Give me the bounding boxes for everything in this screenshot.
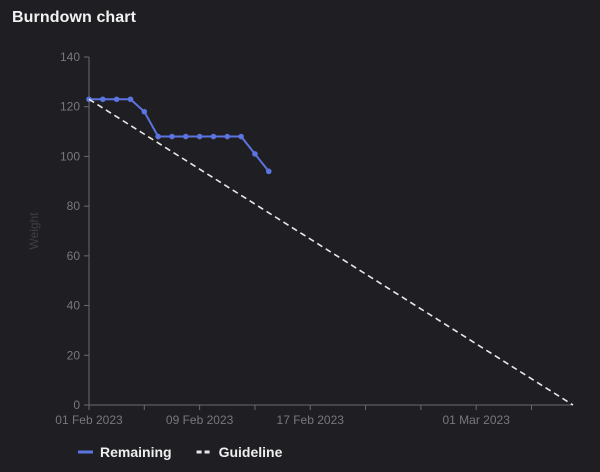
y-tick-label: 40 [67,299,81,313]
x-tick-label: 01 Mar 2023 [443,413,511,427]
legend-item-guideline: Guideline [196,444,283,460]
legend-item-remaining: Remaining [78,444,172,460]
x-tick-label: 17 Feb 2023 [277,413,345,427]
guideline-line [88,98,574,406]
x-tick-label: 01 Feb 2023 [55,413,123,427]
remaining-point [238,133,244,140]
remaining-point [169,133,175,140]
chart-title: Burndown chart [12,9,137,26]
y-tick-label: 60 [67,249,81,263]
remaining-point [210,133,217,140]
remaining-point [224,133,231,140]
remaining-point [252,151,258,157]
chart-plot-area [86,96,574,406]
remaining-point [265,168,272,175]
y-tick-label: 100 [60,149,80,163]
remaining-point [141,108,148,115]
remaining-point [155,133,161,140]
remaining-point [183,133,189,140]
chart-axes: 0 20 40 60 80 100 120 140 Weight 01 Feb 2023 09 Fe… [27,50,573,427]
legend-label-guideline: Guideline [219,444,283,460]
remaining-point [100,96,106,103]
y-tick-label: 20 [67,348,81,362]
remaining-point [196,133,203,140]
y-tick-label: 140 [60,50,80,64]
y-axis-title: Weight [27,212,41,250]
chart-legend: Remaining Guideline [78,444,283,460]
remaining-point [113,96,120,103]
y-tick-label: 0 [73,398,80,412]
remaining-point [127,96,134,103]
y-tick-label: 80 [67,199,81,213]
legend-label-remaining: Remaining [100,444,172,460]
x-tick-label: 09 Feb 2023 [166,413,234,427]
y-tick-label: 120 [60,100,80,114]
